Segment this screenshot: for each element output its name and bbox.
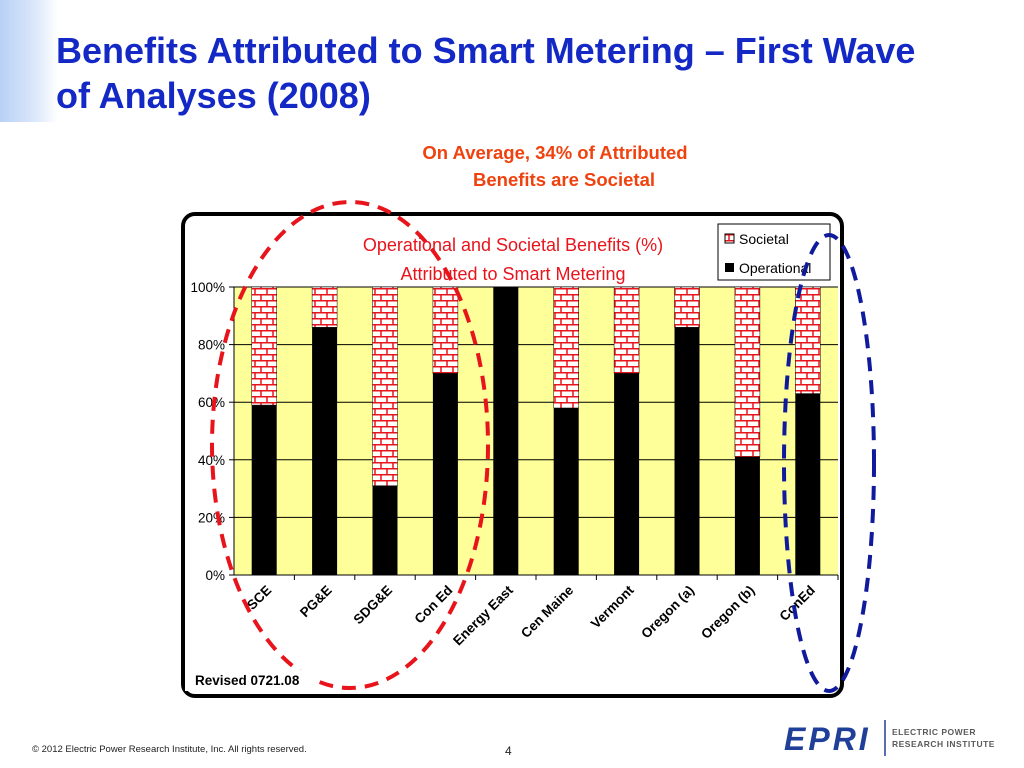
- legend-label-societal: Societal: [739, 231, 789, 247]
- legend-swatch-operational: [725, 263, 734, 272]
- bar-societal: [795, 286, 821, 394]
- x-tick-label: Con Ed: [412, 583, 456, 627]
- bar-societal: [734, 286, 761, 458]
- bar-operational: [614, 373, 640, 575]
- y-tick-label: 100%: [190, 280, 225, 295]
- bar-operational: [251, 405, 277, 575]
- x-tick-label: Vermont: [588, 582, 637, 631]
- page-number: 4: [505, 744, 512, 758]
- bar-operational: [674, 327, 700, 575]
- callout-line-2: Benefits are Societal: [473, 169, 655, 190]
- y-tick-label: 40%: [198, 453, 225, 468]
- logo-subtitle: ELECTRIC POWER RESEARCH INSTITUTE: [892, 726, 995, 750]
- bar-operational: [795, 393, 821, 575]
- logo-subtitle-line-1: ELECTRIC POWER: [892, 727, 976, 737]
- bar-societal: [432, 286, 459, 374]
- revised-label: Revised 0721.08: [185, 670, 319, 691]
- epri-logo-wordmark: EPRI: [784, 721, 871, 757]
- logo-subtitle-line-2: RESEARCH INSTITUTE: [892, 739, 995, 749]
- bar-operational: [432, 373, 458, 575]
- callout-line-1: On Average, 34% of Attributed: [422, 142, 688, 163]
- bar-societal: [251, 286, 277, 406]
- x-tick-label: PG&E: [297, 583, 335, 621]
- slide-title: Benefits Attributed to Smart Metering – …: [56, 30, 916, 116]
- bar-operational: [312, 327, 338, 575]
- epri-logo: EPRI: [784, 720, 886, 757]
- bar-societal: [311, 286, 338, 328]
- bar-operational: [553, 407, 579, 575]
- callout-text: On Average, 34% of Attributed Benefits a…: [360, 139, 750, 193]
- legend-label-operational: Operational: [739, 260, 811, 276]
- x-tick-label: Cen Maine: [518, 582, 577, 641]
- bar-societal: [613, 286, 640, 374]
- footer-copyright: © 2012 Electric Power Research Institute…: [32, 744, 307, 755]
- y-tick-label: 60%: [198, 395, 225, 410]
- bar-societal: [553, 286, 579, 409]
- blue-highlight-ellipse: [782, 233, 876, 693]
- bar-societal: [372, 286, 398, 486]
- x-tick-label: SDG&E: [351, 583, 396, 628]
- bar-operational: [372, 485, 398, 575]
- bar-operational: [734, 456, 760, 575]
- y-tick-label: 0%: [205, 568, 225, 583]
- chart-title-line-2: Attributed to Smart Metering: [400, 264, 625, 284]
- legend-swatch-societal: [724, 233, 735, 244]
- title-accent-bar: [0, 0, 58, 122]
- x-tick-label: Oregon (a): [638, 583, 697, 642]
- y-tick-label: 80%: [198, 338, 225, 353]
- red-highlight-ellipse: [210, 200, 490, 690]
- bar-societal: [674, 286, 700, 328]
- x-tick-label: Oregon (b): [698, 583, 757, 642]
- bar-operational: [493, 287, 519, 575]
- chart-title-line-1: Operational and Societal Benefits (%): [363, 235, 663, 255]
